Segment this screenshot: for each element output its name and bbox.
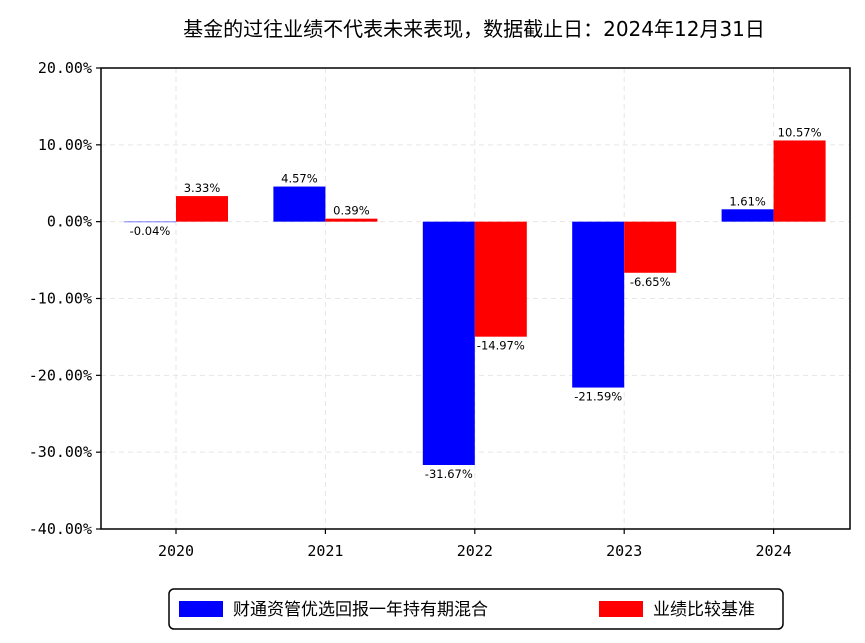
bar-series-1 — [422, 221, 475, 465]
y-tick-label: 20.00% — [38, 59, 92, 77]
legend: 财通资管优选回报一年持有期混合 业绩比较基准 — [168, 588, 784, 630]
legend-box — [168, 588, 784, 630]
legend-swatch — [599, 601, 643, 617]
data-label: -31.67% — [425, 467, 473, 481]
legend-label: 财通资管优选回报一年持有期混合 — [233, 600, 488, 620]
data-label: 3.33% — [184, 181, 221, 195]
data-label: 10.57% — [778, 125, 822, 139]
y-tick-label: -40.00% — [29, 520, 92, 538]
y-tick-label: -10.00% — [29, 290, 92, 308]
legend-swatch — [179, 601, 223, 617]
y-tick-label: -20.00% — [29, 366, 92, 384]
x-axis: 2020 2021 2022 2023 2024 — [158, 529, 792, 560]
x-tick-label: 2021 — [307, 542, 343, 560]
legend-label: 业绩比较基准 — [653, 600, 755, 620]
data-label: 1.61% — [729, 194, 766, 208]
y-tick-label: 0.00% — [47, 213, 92, 231]
data-label: -21.59% — [574, 390, 622, 404]
y-tick-label: -30.00% — [29, 443, 92, 461]
bar-series-2 — [474, 221, 527, 337]
x-tick-label: 2024 — [756, 542, 792, 560]
bar-series-2 — [773, 140, 826, 222]
y-tick-label: 10.00% — [38, 136, 92, 154]
y-axis: 20.00% 10.00% 0.00% -10.00% -20.00% -30.00% -4… — [29, 59, 101, 538]
bar-series-1 — [721, 209, 774, 222]
data-label: -0.04% — [130, 224, 171, 238]
bar-series-2 — [325, 218, 378, 222]
data-label: 0.39% — [333, 204, 370, 218]
bar-series-1 — [273, 186, 326, 222]
data-label: -6.65% — [630, 275, 671, 289]
data-label: 4.57% — [281, 172, 318, 186]
data-label: -14.97% — [477, 339, 525, 353]
bars — [124, 140, 826, 465]
chart-title: 基金的过往业绩不代表未来表现，数据截止日：2024年12月31日 — [183, 17, 765, 41]
x-tick-label: 2022 — [457, 542, 493, 560]
bar-series-1 — [572, 221, 625, 388]
bar-series-1 — [124, 221, 176, 223]
bar-series-2 — [176, 196, 228, 222]
x-tick-label: 2020 — [158, 542, 194, 560]
bar-series-2 — [624, 221, 677, 273]
data-labels: -0.04% 4.57% -31.67% -21.59% 1.61% 3.33% 0.39%… — [130, 125, 822, 481]
x-tick-label: 2023 — [606, 542, 642, 560]
